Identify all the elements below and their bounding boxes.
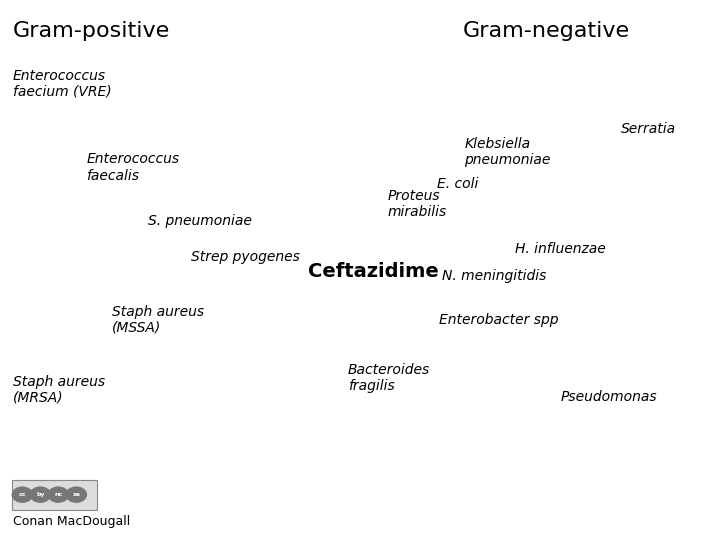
Text: Staph aureus
(MSSA): Staph aureus (MSSA) xyxy=(112,305,204,335)
Circle shape xyxy=(48,487,68,502)
Text: cc: cc xyxy=(19,492,26,497)
Text: Bacteroides
fragilis: Bacteroides fragilis xyxy=(348,363,430,393)
Text: N. meningitidis: N. meningitidis xyxy=(442,269,546,284)
Text: Staph aureus
(MRSA): Staph aureus (MRSA) xyxy=(13,375,105,405)
Text: Pseudomonas: Pseudomonas xyxy=(560,390,657,404)
Text: Enterococcus
faecium (VRE): Enterococcus faecium (VRE) xyxy=(13,69,112,99)
Text: Enterobacter spp: Enterobacter spp xyxy=(439,313,559,327)
Text: Conan MacDougall: Conan MacDougall xyxy=(13,515,130,528)
Text: Klebsiella
pneumoniae: Klebsiella pneumoniae xyxy=(464,137,551,167)
Circle shape xyxy=(30,487,50,502)
Text: sa: sa xyxy=(73,492,80,497)
Circle shape xyxy=(12,487,32,502)
Text: Gram-negative: Gram-negative xyxy=(463,21,630,40)
FancyBboxPatch shape xyxy=(12,480,97,510)
Text: Strep pyogenes: Strep pyogenes xyxy=(191,249,300,264)
Text: S. pneumoniae: S. pneumoniae xyxy=(148,214,251,228)
Circle shape xyxy=(66,487,86,502)
Text: H. influenzae: H. influenzae xyxy=(515,242,606,256)
Text: by: by xyxy=(36,492,45,497)
Text: Ceftazidime: Ceftazidime xyxy=(308,261,439,281)
Text: E. coli: E. coli xyxy=(437,177,478,191)
Text: nc: nc xyxy=(54,492,63,497)
Text: Enterococcus
faecalis: Enterococcus faecalis xyxy=(86,152,179,183)
Text: Proteus
mirabilis: Proteus mirabilis xyxy=(387,189,446,219)
Text: Serratia: Serratia xyxy=(621,122,676,136)
Text: Gram-positive: Gram-positive xyxy=(13,21,170,40)
